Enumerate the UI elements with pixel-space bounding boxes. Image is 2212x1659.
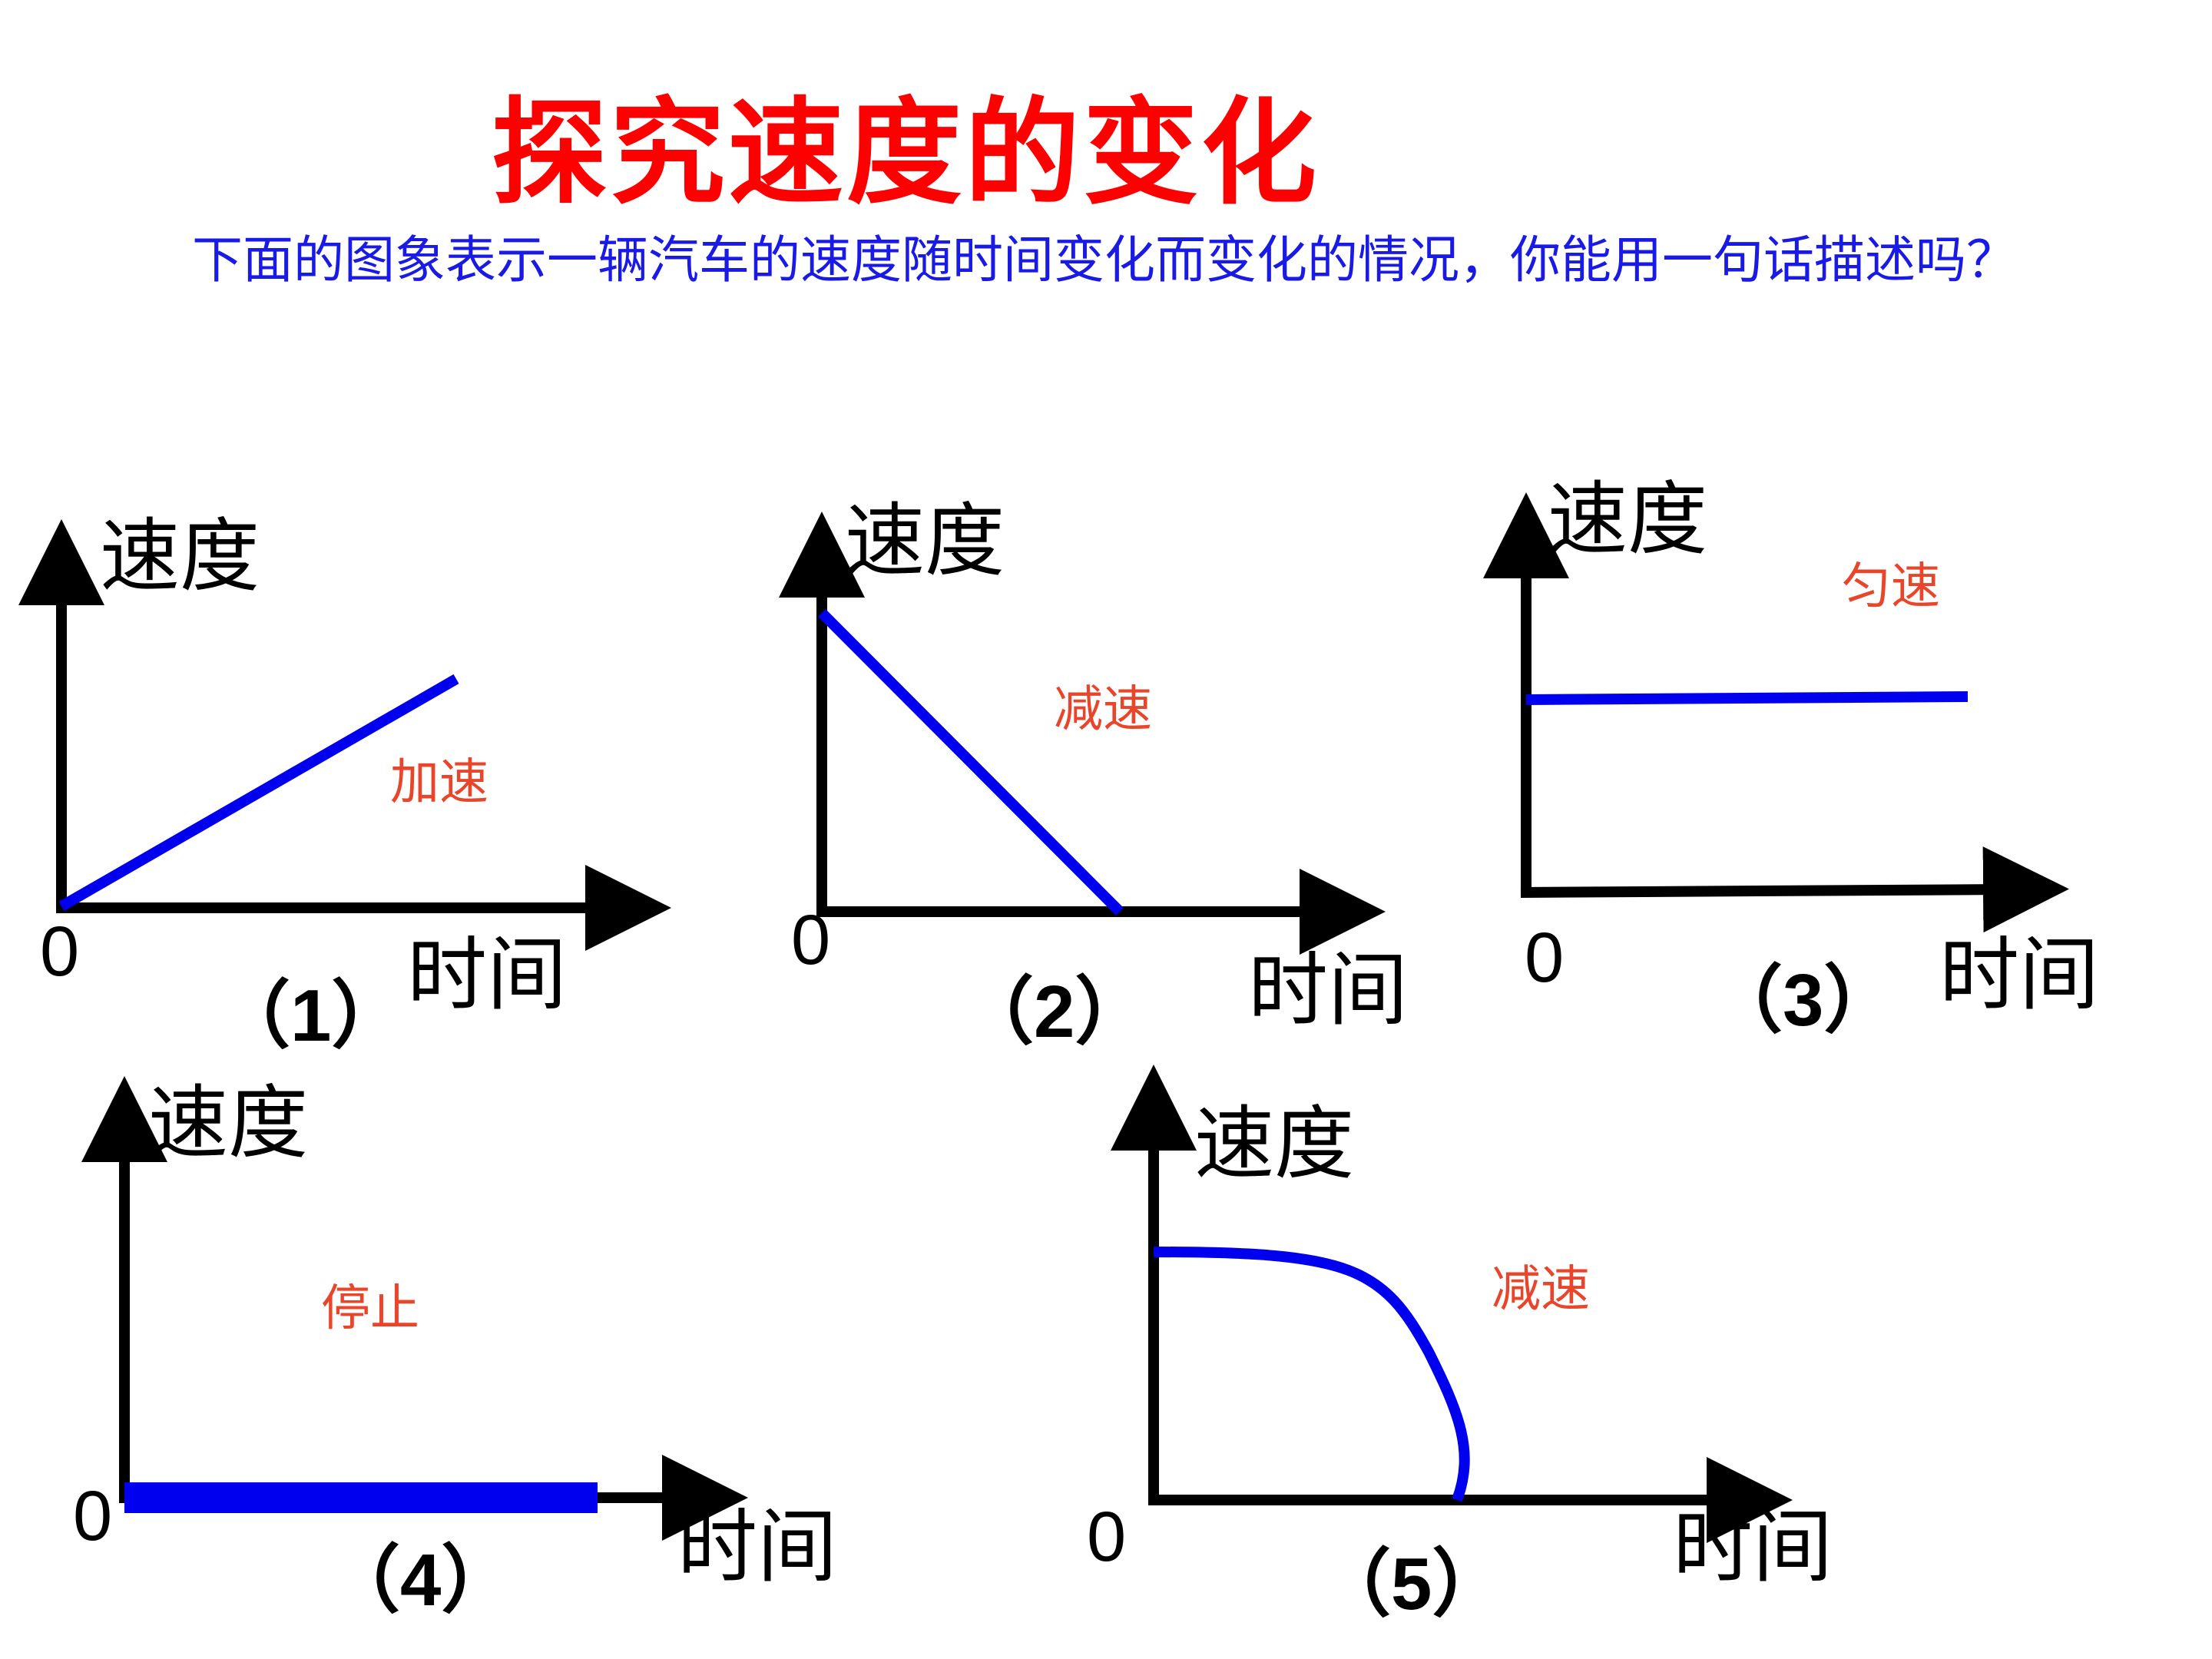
y-axis-label: 速度 [148, 1076, 308, 1170]
graph-note: 停止 [321, 1280, 419, 1337]
graph-note: 匀速 [1842, 558, 1940, 615]
origin-label: 0 [1525, 919, 1564, 997]
graph-note: 减速 [1492, 1261, 1590, 1318]
origin-label: 0 [73, 1477, 112, 1555]
x-axis-label: 时间 [1673, 1500, 1833, 1594]
x-axis-label: 时间 [677, 1500, 837, 1594]
graph-note: 减速 [1054, 681, 1152, 738]
page-title: 探究速度的变化 [492, 87, 1320, 220]
graph-1: 速度 时间 0 （1） 加速 [18, 509, 671, 1057]
graph-5: 速度 时间 0 （5） 减速 [1087, 1065, 1833, 1625]
origin-label: 0 [791, 901, 830, 979]
graph-note: 加速 [390, 754, 488, 811]
x-axis-label: 时间 [1939, 928, 2099, 1022]
x-axis-label: 时间 [407, 928, 567, 1022]
graph-3: 速度 时间 0 （3） 匀速 [1483, 472, 2099, 1041]
graph-number: （3） [1709, 959, 1897, 1041]
graph-4: 速度 时间 0 （4） 停止 [73, 1076, 837, 1621]
y-axis-label: 速度 [1548, 472, 1707, 566]
graph-number: （4） [326, 1539, 515, 1621]
graph-2: 速度 时间 0 （2） 减速 [779, 494, 1408, 1053]
x-axis [1520, 846, 2069, 933]
graph-number: （2） [960, 971, 1148, 1053]
speed-curve [1525, 691, 1969, 705]
speed-curve [58, 674, 459, 912]
y-axis-label: 速度 [1194, 1097, 1354, 1190]
graph-number: （5） [1317, 1543, 1505, 1625]
y-axis-label: 速度 [100, 509, 260, 603]
origin-label: 0 [40, 912, 79, 991]
y-axis-label: 速度 [845, 494, 1005, 588]
origin-label: 0 [1087, 1498, 1126, 1576]
question-text: 下面的图象表示一辆汽车的速度随时间变化而变化的情况，你能用一句话描述吗？ [192, 230, 2017, 290]
graph-number: （1） [217, 975, 405, 1057]
speed-curve [1153, 1247, 1470, 1502]
speed-curve [818, 609, 1124, 916]
x-axis-label: 时间 [1248, 943, 1408, 1037]
